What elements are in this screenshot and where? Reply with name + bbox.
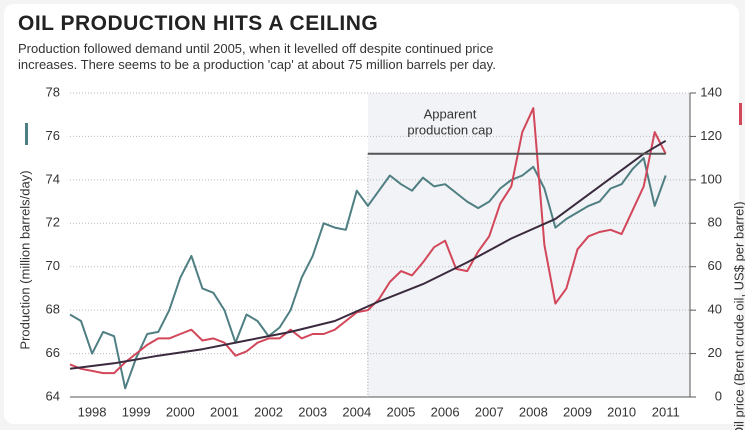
y-tick-label: 64	[46, 388, 60, 403]
y2-tick-label: 140	[700, 84, 722, 99]
y-tick-label: 70	[46, 258, 60, 273]
x-tick-label: 2005	[386, 404, 415, 419]
annotation: Apparent	[424, 106, 477, 121]
x-tick-label: 2011	[652, 404, 680, 419]
subtitle: increases. There seems to be a productio…	[18, 57, 496, 72]
y2-tick-label: 100	[700, 171, 722, 186]
x-tick-label: 2010	[607, 404, 636, 419]
x-tick-label: 1998	[78, 404, 107, 419]
y2-axis-title: Oil price (Brent crude oil, US$ per barr…	[731, 201, 745, 430]
y2-tick-label: 0	[715, 388, 722, 403]
x-tick-label: 2000	[166, 404, 195, 419]
y2-tick-label: 60	[708, 258, 722, 273]
y-tick-label: 68	[46, 302, 60, 317]
x-tick-label: 2008	[519, 404, 548, 419]
x-tick-label: 2009	[563, 404, 592, 419]
y2-key	[739, 103, 742, 125]
y-tick-label: 78	[46, 84, 60, 99]
subtitle: Production followed demand until 2005, w…	[18, 41, 494, 56]
y2-tick-label: 120	[700, 128, 722, 143]
annotation: production cap	[407, 122, 492, 137]
y-tick-label: 72	[46, 215, 60, 230]
y-tick-label: 74	[46, 171, 60, 186]
x-tick-label: 2002	[254, 404, 283, 419]
x-tick-label: 2006	[431, 404, 460, 419]
y2-tick-label: 20	[708, 345, 722, 360]
y-tick-label: 76	[46, 128, 60, 143]
x-tick-label: 2007	[475, 404, 504, 419]
x-tick-label: 2003	[298, 404, 327, 419]
series-line	[69, 157, 667, 390]
x-tick-label: 2004	[342, 404, 371, 419]
y-key	[25, 123, 28, 145]
y2-tick-label: 40	[708, 302, 722, 317]
series-line	[69, 107, 667, 375]
chart-title: OIL PRODUCTION HITS A CEILING	[18, 12, 379, 35]
y-axis-title: Production (million barrels/day)	[17, 170, 32, 349]
y2-tick-label: 80	[708, 215, 722, 230]
cap-region	[367, 93, 690, 397]
y-tick-label: 66	[46, 345, 60, 360]
x-tick-label: 2001	[210, 404, 239, 419]
series-line	[69, 139, 667, 370]
x-tick-label: 1999	[122, 404, 151, 419]
